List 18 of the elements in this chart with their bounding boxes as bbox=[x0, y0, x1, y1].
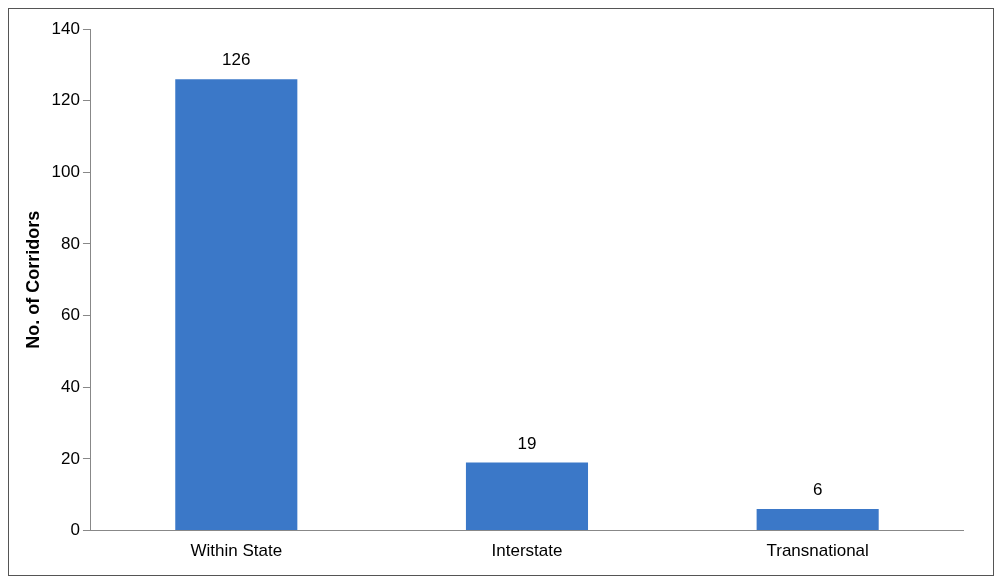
y-tick-label: 40 bbox=[61, 376, 80, 396]
x-tick-label: Transnational bbox=[766, 541, 869, 561]
y-tick-label: 20 bbox=[61, 448, 80, 468]
y-axis-title: No. of Corridors bbox=[22, 210, 43, 349]
data-label: 126 bbox=[222, 50, 251, 70]
y-tick-label: 100 bbox=[51, 162, 80, 181]
y-tick-label: 120 bbox=[51, 90, 80, 110]
data-label: 19 bbox=[517, 433, 537, 453]
y-tick-label: 60 bbox=[61, 305, 80, 325]
bar bbox=[756, 509, 879, 531]
x-tick-label: Within State bbox=[190, 541, 283, 561]
bar bbox=[465, 462, 589, 531]
x-tick-label: Interstate bbox=[491, 541, 563, 561]
y-tick-label: 80 bbox=[61, 233, 80, 253]
data-label: 6 bbox=[812, 480, 823, 500]
y-tick-label: 140 bbox=[51, 18, 80, 38]
y-tick-label: 0 bbox=[70, 520, 80, 540]
bar bbox=[175, 79, 298, 531]
